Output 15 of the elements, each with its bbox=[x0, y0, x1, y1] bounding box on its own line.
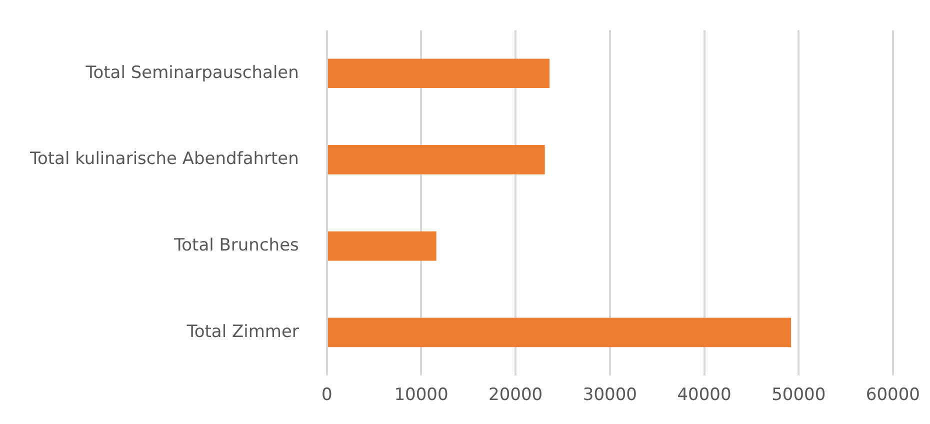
x-tick-label: 10000 bbox=[394, 385, 448, 406]
x-tick-label: 40000 bbox=[677, 385, 732, 406]
bar bbox=[328, 145, 545, 174]
x-tick-label: 50000 bbox=[772, 385, 826, 406]
x-tick-label: 20000 bbox=[488, 385, 543, 406]
y-tick-label: Total Seminarpauschalen bbox=[84, 62, 299, 83]
bar bbox=[328, 231, 436, 261]
x-tick-label: 0 bbox=[321, 385, 332, 406]
bar bbox=[328, 318, 792, 348]
x-tick-label: 60000 bbox=[866, 385, 920, 406]
x-tick-label: 30000 bbox=[582, 385, 637, 406]
bar bbox=[328, 58, 550, 88]
y-tick-label: Total Brunches bbox=[173, 235, 300, 256]
y-tick-label: Total kulinarische Abendfahrten bbox=[29, 149, 299, 170]
y-tick-label: Total Zimmer bbox=[186, 322, 299, 342]
